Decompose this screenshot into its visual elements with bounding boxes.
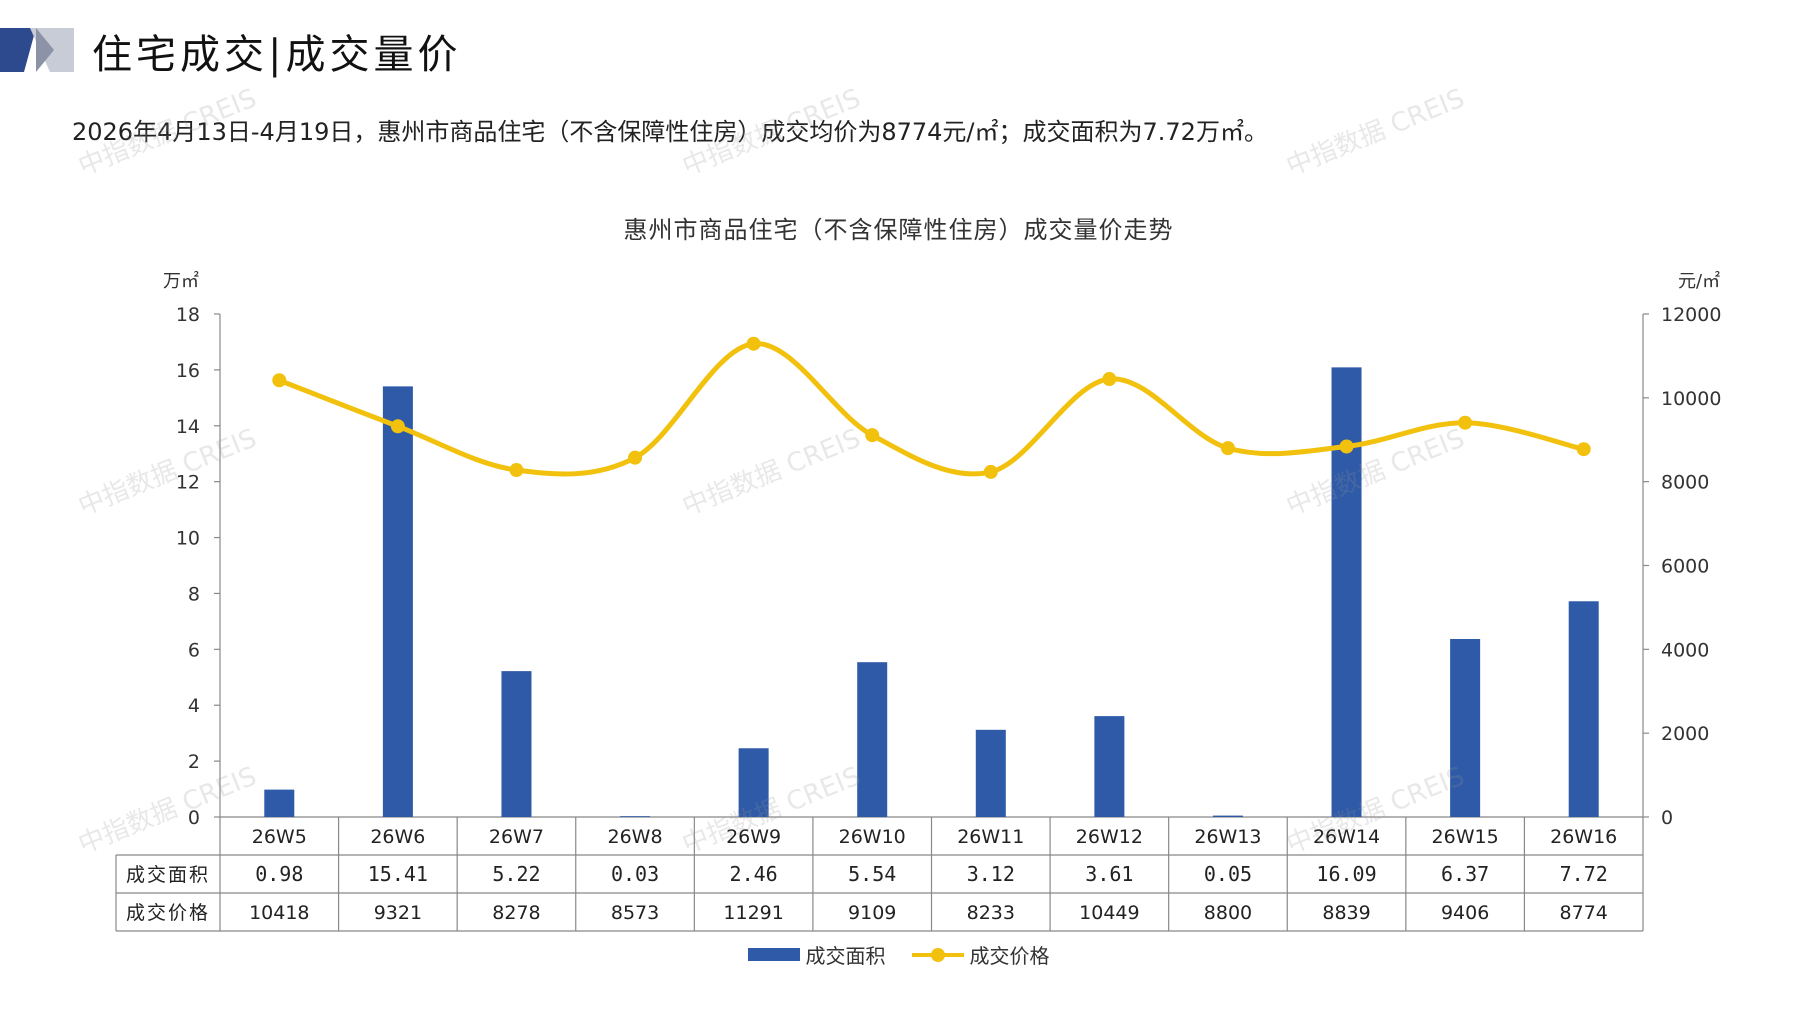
price-point [865, 428, 880, 443]
left-axis-tick-label: 2 [188, 751, 200, 773]
area-value-label: 2.46 [730, 862, 778, 886]
price-value-label: 8573 [611, 902, 659, 924]
area-value-label: 5.22 [492, 862, 540, 886]
area-value-label: 7.72 [1560, 862, 1608, 886]
right-axis-unit: 元/㎡ [1678, 271, 1721, 292]
price-value-label: 8800 [1204, 902, 1252, 924]
legend-label-price: 成交价格 [969, 944, 1050, 968]
category-label: 26W7 [489, 826, 544, 848]
category-label: 26W16 [1550, 826, 1617, 848]
category-label: 26W15 [1432, 826, 1499, 848]
summary-text: 2026年4月13日-4月19日，惠州市商品住宅（不含保障性住房）成交均价为87… [72, 118, 1268, 146]
price-point [746, 336, 761, 351]
left-axis-tick-label: 14 [176, 416, 200, 438]
category-label: 26W6 [370, 826, 425, 848]
price-value-label: 10418 [249, 902, 309, 924]
bar [501, 671, 532, 817]
legend-item-price: 成交价格 [911, 940, 1050, 969]
category-label: 26W9 [726, 826, 781, 848]
price-point [1458, 415, 1473, 430]
category-label: 26W10 [839, 826, 906, 848]
left-axis-tick-label: 12 [176, 472, 200, 494]
area-value-label: 0.98 [255, 862, 303, 886]
header-logo [0, 28, 74, 72]
price-point [1102, 372, 1117, 387]
bar [264, 789, 295, 817]
bar [1331, 367, 1362, 817]
price-point [1220, 441, 1235, 456]
right-axis-tick-label: 6000 [1661, 556, 1709, 578]
right-axis-tick-label: 10000 [1661, 388, 1721, 410]
price-point [1576, 442, 1591, 457]
area-value-label: 6.37 [1441, 862, 1489, 886]
price-line [276, 341, 1587, 477]
category-label: 26W5 [252, 826, 307, 848]
legend: 成交面积 成交价格 [0, 940, 1797, 969]
category-label: 26W8 [608, 826, 663, 848]
price-value-label: 9109 [848, 902, 896, 924]
bar [1094, 716, 1125, 817]
price-value-label: 10449 [1079, 902, 1139, 924]
legend-item-area: 成交面积 [747, 940, 886, 969]
bar [738, 748, 769, 817]
area-value-label: 3.61 [1085, 862, 1133, 886]
right-axis-tick-label: 4000 [1661, 639, 1709, 661]
chart-title: 惠州市商品住宅（不含保障性住房）成交量价走势 [623, 216, 1174, 244]
bar [620, 816, 651, 817]
price-value-label: 8233 [967, 902, 1015, 924]
legend-bar-swatch [747, 948, 800, 961]
table-row-label: 成交面积 [126, 864, 210, 886]
price-value-label: 9321 [374, 902, 422, 924]
left-axis-unit: 万㎡ [163, 271, 199, 292]
bar [1568, 601, 1599, 817]
left-axis-tick-label: 16 [176, 360, 200, 382]
area-value-label: 15.41 [368, 862, 428, 886]
area-value-label: 0.03 [611, 862, 659, 886]
right-axis-tick-label: 12000 [1661, 304, 1721, 326]
left-axis-tick-label: 6 [188, 639, 200, 661]
category-label: 26W12 [1076, 826, 1143, 848]
left-axis-tick-label: 10 [176, 528, 200, 550]
left-axis-tick-label: 8 [188, 583, 200, 605]
bar [857, 662, 888, 817]
bar [975, 729, 1006, 817]
price-point [628, 450, 643, 465]
category-label: 26W11 [957, 826, 1024, 848]
area-value-label: 3.12 [967, 862, 1015, 886]
price-point [1339, 439, 1354, 454]
right-axis-tick-label: 2000 [1661, 723, 1709, 745]
right-axis-tick-label: 0 [1661, 807, 1673, 829]
price-value-label: 8839 [1322, 902, 1370, 924]
price-point [390, 419, 405, 434]
left-axis-tick-label: 0 [188, 807, 200, 829]
price-value-label: 8278 [492, 902, 540, 924]
left-axis-tick-label: 18 [176, 304, 200, 326]
price-point [983, 464, 998, 479]
area-value-label: 0.05 [1204, 862, 1252, 886]
page-title: 住宅成交|成交量价 [92, 32, 462, 78]
table-row-label: 成交价格 [126, 902, 210, 924]
area-value-label: 5.54 [848, 862, 896, 886]
legend-label-area: 成交面积 [805, 944, 886, 968]
bar [382, 386, 413, 817]
price-value-label: 9406 [1441, 902, 1489, 924]
category-label: 26W13 [1194, 826, 1261, 848]
category-label: 26W14 [1313, 826, 1380, 848]
bar [1212, 815, 1243, 817]
left-axis-tick-label: 4 [188, 695, 200, 717]
right-axis-tick-label: 8000 [1661, 472, 1709, 494]
price-point [509, 463, 524, 478]
bar [1450, 638, 1481, 817]
area-value-label: 16.09 [1316, 862, 1376, 886]
price-point [272, 373, 287, 388]
price-value-label: 8774 [1560, 902, 1608, 924]
price-value-label: 11291 [723, 902, 783, 924]
legend-line-swatch [911, 947, 964, 962]
